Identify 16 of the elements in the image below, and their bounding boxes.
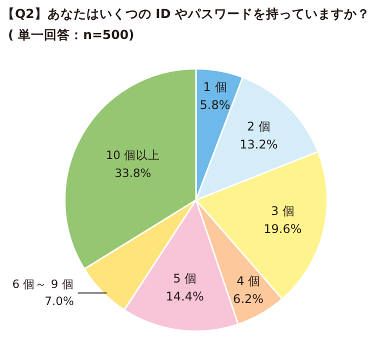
- data-label: 13.2%: [240, 138, 278, 152]
- chart-subtitle: ( 単一回答：n=500): [8, 27, 134, 44]
- data-label: 5.8%: [200, 98, 230, 112]
- slice-label: 5 個: [173, 272, 197, 286]
- slice-label: 3 個: [270, 204, 294, 218]
- slice-label: 2 個: [246, 120, 270, 134]
- chart-title: 【Q2】あなたはいくつの ID やパスワードを持っていますか？: [2, 6, 368, 23]
- data-label: 19.6%: [264, 222, 302, 236]
- data-label: 6.2%: [233, 292, 264, 306]
- data-label: 7.0%: [44, 294, 74, 308]
- slice-label: 1 個: [203, 80, 227, 94]
- slice-label: 4 個: [236, 274, 260, 288]
- data-label: 14.4%: [166, 290, 204, 304]
- slice-label: 6 個～ 9 個: [12, 277, 74, 292]
- data-label: 33.8%: [114, 166, 152, 180]
- slice-label: 10 個以上: [106, 148, 160, 162]
